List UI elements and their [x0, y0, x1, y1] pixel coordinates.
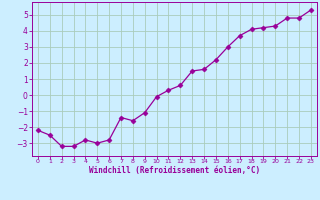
X-axis label: Windchill (Refroidissement éolien,°C): Windchill (Refroidissement éolien,°C) — [89, 166, 260, 175]
